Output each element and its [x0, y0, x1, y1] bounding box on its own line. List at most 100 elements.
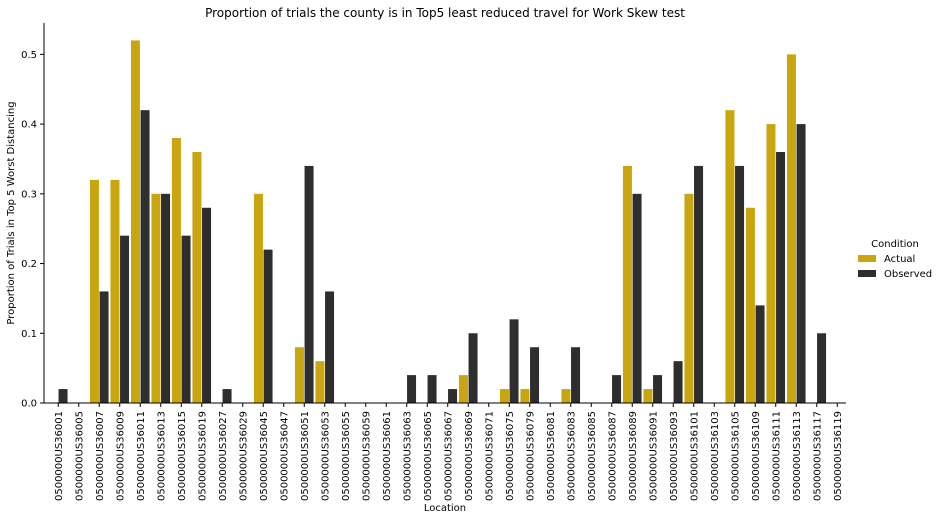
- x-tick-label: 0500000US36047: [279, 411, 290, 501]
- x-tick-label: 0500000US36119: [833, 411, 844, 501]
- bar-actual-31: [684, 193, 694, 403]
- bar-observed-12: [304, 165, 314, 403]
- bar-observed-22: [509, 319, 519, 403]
- x-tick-label: 0500000US36079: [525, 411, 536, 501]
- x-tick-label: 0500000US36081: [546, 411, 557, 501]
- x-tick-label: 0500000US36029: [238, 411, 249, 501]
- y-tick-label: 0.3: [21, 189, 37, 200]
- legend-title: Condition: [871, 239, 919, 250]
- x-tick-label: 0500000US36011: [136, 411, 147, 501]
- bar-observed-30: [673, 361, 683, 403]
- bar-actual-29: [643, 389, 653, 403]
- x-tick-label: 0500000US36053: [320, 411, 331, 501]
- x-tick-label: 0500000US36005: [74, 411, 85, 501]
- x-tick-label: 0500000US36069: [464, 411, 475, 501]
- bar-observed-37: [817, 333, 827, 403]
- bar-observed-17: [407, 375, 417, 403]
- bar-observed-10: [263, 249, 273, 403]
- legend-label-observed: Observed: [884, 269, 932, 280]
- x-tick-label: 0500000US36063: [402, 411, 413, 501]
- bar-actual-12: [294, 347, 304, 403]
- bar-observed-35: [776, 151, 786, 403]
- bar-observed-34: [755, 305, 765, 403]
- legend: Condition Actual Observed: [858, 239, 932, 280]
- x-tick-label: 0500000US36015: [177, 411, 188, 501]
- x-tick-label: 0500000US36087: [607, 411, 618, 501]
- y-ticks-group: 0.0 0.1 0.2 0.3 0.4 0.5: [21, 50, 44, 410]
- bar-observed-8: [222, 389, 232, 403]
- bar-actual-36: [786, 54, 796, 403]
- x-tick-label: 0500000US36085: [587, 411, 598, 501]
- bar-observed-33: [735, 165, 745, 403]
- bar-observed-20: [468, 333, 478, 403]
- bar-actual-23: [520, 389, 530, 403]
- bar-observed-36: [796, 124, 806, 403]
- bar-actual-3: [110, 179, 120, 403]
- x-tick-label: 0500000US36093: [669, 411, 680, 501]
- bar-observed-19: [448, 389, 458, 403]
- y-tick-label: 0.4: [21, 120, 37, 131]
- x-tick-label: 0500000US36105: [730, 411, 741, 501]
- x-tick-label: 0500000US36001: [54, 411, 65, 501]
- bar-actual-13: [315, 361, 325, 403]
- bar-actual-4: [130, 40, 140, 404]
- bar-observed-18: [427, 375, 437, 403]
- bar-actual-25: [561, 389, 571, 403]
- bar-observed-5: [161, 193, 171, 403]
- x-tick-label: 0500000US36089: [628, 411, 639, 501]
- bar-observed-31: [694, 165, 704, 403]
- y-tick-label: 0.1: [21, 329, 37, 340]
- x-tick-label: 0500000US36059: [361, 411, 372, 501]
- x-tick-label: 0500000US36091: [648, 411, 659, 501]
- x-tick-label: 0500000US36009: [115, 411, 126, 501]
- bar-observed-7: [202, 207, 212, 403]
- x-tick-label: 0500000US36067: [443, 411, 454, 501]
- x-tick-label: 0500000US36013: [156, 411, 167, 501]
- bar-actual-28: [622, 165, 632, 403]
- x-tick-label: 0500000US36083: [566, 411, 577, 501]
- y-tick-label: 0.0: [21, 399, 37, 410]
- x-ticks-group: 0500000US36001 0500000US36005 0500000US360…: [54, 403, 844, 501]
- x-tick-label: 0500000US36113: [792, 411, 803, 501]
- bar-observed-28: [632, 193, 642, 403]
- bars-group: [58, 40, 827, 404]
- x-tick-label: 0500000US36101: [689, 411, 700, 501]
- y-tick-label: 0.5: [21, 50, 37, 61]
- bar-actual-2: [89, 179, 99, 403]
- x-tick-label: 0500000US36045: [259, 411, 270, 501]
- legend-swatch-observed: [858, 270, 876, 277]
- x-tick-label: 0500000US36071: [484, 411, 495, 501]
- x-tick-label: 0500000US36111: [771, 411, 782, 501]
- bar-actual-7: [192, 151, 202, 403]
- bar-observed-0: [58, 389, 68, 403]
- x-tick-label: 0500000US36061: [382, 411, 393, 501]
- x-tick-label: 0500000US36109: [751, 411, 762, 501]
- y-axis-title: Proportion of Trials in Top 5 Worst Dist…: [6, 101, 17, 324]
- chart-title: Proportion of trials the county is in To…: [205, 6, 685, 20]
- bar-observed-6: [181, 235, 191, 403]
- bar-actual-33: [725, 110, 735, 404]
- x-tick-label: 0500000US36117: [812, 411, 823, 501]
- legend-label-actual: Actual: [884, 254, 915, 265]
- bar-actual-35: [766, 124, 776, 403]
- bar-actual-6: [171, 138, 181, 403]
- y-tick-label: 0.2: [21, 259, 37, 270]
- x-tick-label: 0500000US36027: [218, 411, 229, 501]
- x-tick-label: 0500000US36019: [197, 411, 208, 501]
- bar-actual-10: [253, 193, 263, 403]
- x-tick-label: 0500000US36051: [300, 411, 311, 501]
- bar-observed-3: [120, 235, 130, 403]
- bar-observed-4: [140, 110, 150, 404]
- bar-observed-25: [571, 347, 581, 403]
- bar-actual-5: [151, 193, 161, 403]
- bar-observed-13: [325, 291, 335, 403]
- x-axis-title: Location: [424, 503, 466, 514]
- bar-observed-29: [653, 375, 663, 403]
- x-tick-label: 0500000US36075: [505, 411, 516, 501]
- bar-actual-34: [745, 207, 755, 403]
- bar-observed-2: [99, 291, 109, 403]
- bar-observed-23: [530, 347, 540, 403]
- x-tick-label: 0500000US36007: [95, 411, 106, 501]
- x-tick-label: 0500000US36055: [341, 411, 352, 501]
